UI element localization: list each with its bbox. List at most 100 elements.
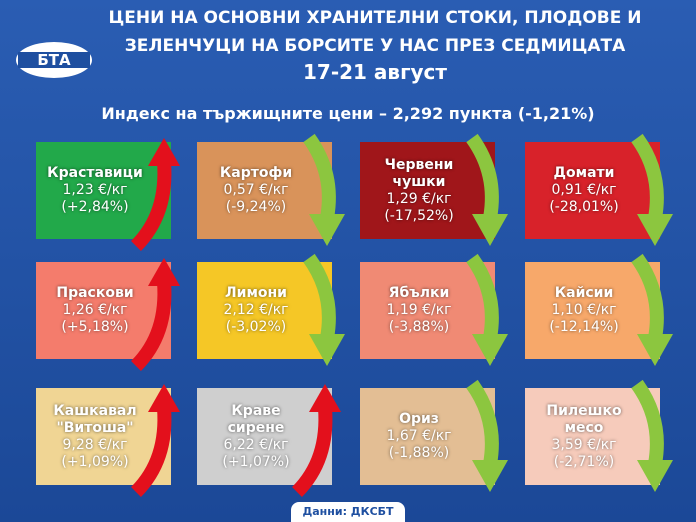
change: (+2,84%) [61,199,129,215]
card: Ориз 1,67 €/кг (-1,88%) [360,379,508,492]
arrow-head [637,214,673,246]
card-text: Пилешко месо 3,59 €/кг (-2,71%) [525,388,643,485]
change: (-3,88%) [388,319,450,335]
trend-arrow [303,133,345,246]
product-name: Кашкавал [53,402,137,419]
change: (+5,18%) [61,319,129,335]
card: Картофи 0,57 €/кг (-9,24%) [197,133,345,246]
product-name: Праскови [56,285,134,301]
card-text: Кашкавал "Витоша" 9,28 €/кг (+1,09%) [36,388,154,485]
card-text: Праскови 1,26 €/кг (+5,18%) [36,262,154,359]
arrow-head [148,384,180,412]
price: 9,28 €/кг [62,436,128,453]
price: 1,29 €/кг [386,190,452,207]
logo: БТА [16,42,92,78]
trend-arrow [291,384,341,497]
card: Пилешко месо 3,59 €/кг (-2,71%) [525,379,673,492]
card-text: Картофи 0,57 €/кг (-9,24%) [197,142,315,239]
arrow-shaft [130,407,172,497]
product-name: Ориз [399,411,439,427]
trend-arrow [466,379,508,492]
product-name: Лимони [225,285,287,301]
trend-arrow [631,379,673,492]
card: Домати 0,91 €/кг (-28,01%) [525,133,673,246]
product-name: Картофи [219,165,293,181]
card-text: Лимони 2,12 €/кг (-3,02%) [197,262,315,359]
arrow-head [637,334,673,366]
arrow-shaft [631,379,664,466]
arrow-shaft [631,133,664,220]
product-name: месо [564,419,604,436]
change: (+1,09%) [61,453,129,470]
trend-arrow [130,258,180,371]
trend-arrow [303,253,345,366]
trend-arrow [130,138,180,251]
arrow-head [637,460,673,492]
change: (-1,88%) [388,445,450,461]
arrow-shaft [631,253,664,340]
arrow-shaft [466,379,499,466]
title-line: ЗЕЛЕНЧУЦИ НА БОРСИТЕ У НАС ПРЕЗ СЕДМИЦАТ… [124,36,626,56]
change: (-9,24%) [225,199,287,215]
price: 1,26 €/кг [62,302,128,318]
trend-arrow [631,253,673,366]
card: Кайсии 1,10 €/кг (-12,14%) [525,253,673,366]
card: Кашкавал "Витоша" 9,28 €/кг (+1,09%) [36,384,180,497]
card: Червени чушки 1,29 €/кг (-17,52%) [360,133,508,246]
change: (-17,52%) [384,207,454,224]
arrow-head [309,384,341,412]
source-box [291,502,405,522]
price: 3,59 €/кг [551,436,617,453]
card-text: Червени чушки 1,29 €/кг (-17,52%) [360,142,478,239]
arrow-head [309,334,345,366]
arrow-head [472,334,508,366]
change: (+1,07%) [222,453,290,470]
arrow-head [148,258,180,286]
product-name: Краставици [47,165,143,181]
arrow-shaft [466,133,499,220]
trend-arrow [466,133,508,246]
card: Лимони 2,12 €/кг (-3,02%) [197,253,345,366]
arrow-head [472,460,508,492]
product-name: Ябълки [388,285,450,301]
change: (-2,71%) [553,453,615,470]
price: 0,91 €/кг [551,182,617,198]
card-text: Домати 0,91 €/кг (-28,01%) [525,142,643,239]
card-text: Ябълки 1,19 €/кг (-3,88%) [360,262,478,359]
date: 17-21 август [302,60,447,84]
card-text: Ориз 1,67 €/кг (-1,88%) [360,388,478,485]
card: Краве сирене 6,22 €/кг (+1,07%) [197,384,341,497]
product-name: сирене [227,419,285,436]
card: Ябълки 1,19 €/кг (-3,88%) [360,253,508,366]
price: 1,67 €/кг [386,428,452,444]
source: Данни: ДКСБТ [302,505,394,518]
logo-text: БТА [37,51,71,69]
trend-arrow [466,253,508,366]
card-text: Краве сирене 6,22 €/кг (+1,07%) [197,388,315,485]
product-name: Домати [553,165,615,181]
title-line: ЦЕНИ НА ОСНОВНИ ХРАНИТЕЛНИ СТОКИ, ПЛОДОВ… [108,8,642,28]
price: 6,22 €/кг [223,436,289,453]
price: 2,12 €/кг [223,302,289,318]
trend-arrow [130,384,180,497]
card: Краставици 1,23 €/кг (+2,84%) [36,138,180,251]
arrow-head [309,214,345,246]
product-name: чушки [392,173,446,190]
price: 0,57 €/кг [223,182,289,198]
card-text: Краставици 1,23 €/кг (+2,84%) [36,142,154,239]
card: Праскови 1,26 €/кг (+5,18%) [36,258,180,371]
change: (-12,14%) [549,319,619,335]
arrow-shaft [303,253,336,340]
arrow-shaft [303,133,336,220]
arrow-shaft [130,281,172,371]
price: 1,23 €/кг [62,182,128,198]
arrow-head [148,138,180,166]
price: 1,19 €/кг [386,302,452,318]
trend-arrow [631,133,673,246]
card-text: Кайсии 1,10 €/кг (-12,14%) [525,262,643,359]
product-name: "Витоша" [56,419,134,436]
arrow-shaft [291,407,333,497]
index-line: Индекс на тържищните цени – 2,292 пункта… [101,104,595,123]
product-name: Кайсии [554,285,614,301]
